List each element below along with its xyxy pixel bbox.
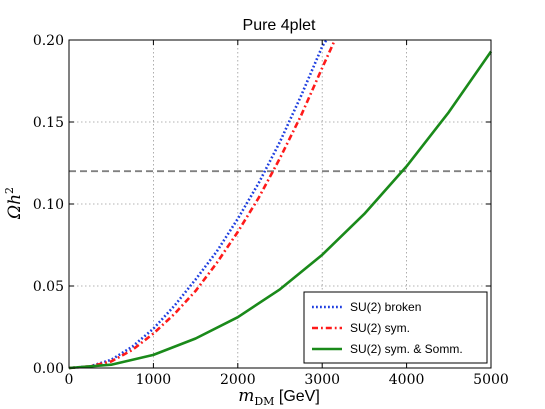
ticks: 0 1000 2000 3000 4000 5000 0.00 0.05 0.10 0.15 0.2… xyxy=(33,33,509,388)
y-tick-label: 0.00 xyxy=(33,361,64,377)
legend-label-su2-broken: SU(2) broken xyxy=(350,300,421,314)
x-tick-label: 0 xyxy=(65,372,74,388)
legend-label-su2-sym: SU(2) sym. xyxy=(350,321,410,335)
y-tick-label: 0.15 xyxy=(33,115,64,131)
x-axis-label-unit: [GeV] xyxy=(274,388,319,405)
legend: SU(2) broken SU(2) sym. SU(2) sym. & Somm. xyxy=(303,291,488,364)
series-line-su2-sym-somm xyxy=(68,50,493,370)
legend-label-su2-sym-somm: SU(2) sym. & Somm. xyxy=(350,342,463,356)
x-axis-label: mDM [GeV] xyxy=(238,386,320,408)
series-layer xyxy=(68,39,493,370)
x-tick-label: 5000 xyxy=(473,372,509,388)
chart-title: Pure 4plet xyxy=(243,17,316,34)
x-tick-label: 4000 xyxy=(389,372,425,388)
x-tick-label: 1000 xyxy=(136,372,172,388)
y-axis-label-superscript: 2 xyxy=(3,187,16,194)
x-axis-label-subscript: DM xyxy=(254,395,274,408)
series-line-su2-sym xyxy=(68,39,337,370)
x-tick-label: 3000 xyxy=(304,372,340,388)
x-axis-label-math: m xyxy=(238,386,254,406)
y-axis-label-math: Ωh xyxy=(5,194,25,220)
y-tick-label: 0.20 xyxy=(33,33,64,49)
series-line-su2-broken xyxy=(68,39,328,370)
y-axis-label: Ωh2 xyxy=(3,187,25,220)
legend-box xyxy=(303,291,488,364)
x-tick-label: 2000 xyxy=(220,372,256,388)
y-tick-label: 0.10 xyxy=(33,197,64,213)
y-tick-label: 0.05 xyxy=(33,279,64,295)
